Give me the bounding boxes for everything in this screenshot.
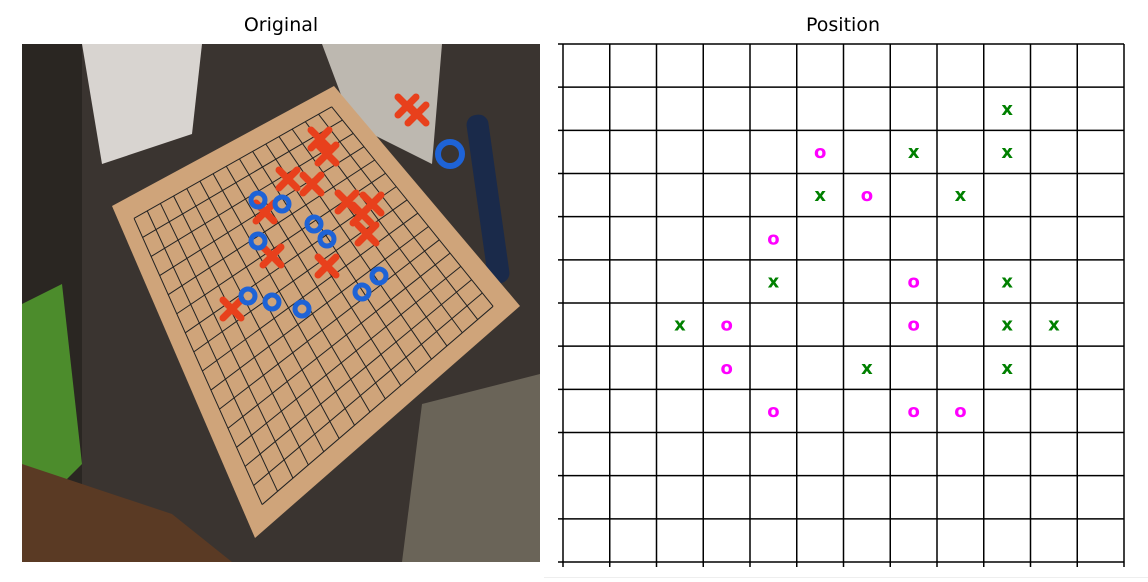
blue-ring bbox=[435, 139, 465, 169]
red-piece bbox=[404, 101, 430, 127]
cloth bbox=[402, 374, 540, 562]
blue-piece bbox=[248, 231, 268, 251]
board-line bbox=[331, 106, 494, 307]
board-line bbox=[173, 195, 309, 466]
board-line bbox=[212, 173, 355, 426]
board-line bbox=[159, 203, 294, 479]
board-line bbox=[225, 166, 371, 413]
x-piece: x bbox=[768, 271, 780, 292]
x-piece: x bbox=[861, 358, 873, 379]
blue-piece bbox=[262, 292, 282, 312]
o-piece: o bbox=[954, 401, 966, 422]
position-title: Position bbox=[806, 14, 880, 36]
red-piece bbox=[314, 141, 340, 167]
original-photo bbox=[22, 44, 540, 562]
board-line bbox=[142, 119, 343, 238]
blue-piece bbox=[317, 229, 337, 249]
board-line bbox=[202, 212, 419, 372]
x-piece: x bbox=[1001, 271, 1013, 292]
red-piece bbox=[219, 296, 245, 322]
papers bbox=[82, 44, 202, 164]
o-piece: o bbox=[861, 185, 873, 206]
blue-piece bbox=[272, 194, 292, 214]
x-piece: x bbox=[1001, 99, 1013, 120]
o-piece: o bbox=[907, 315, 919, 336]
o-piece: o bbox=[767, 401, 779, 422]
wood-floor bbox=[22, 464, 232, 562]
x-piece: x bbox=[955, 185, 967, 206]
blue-piece bbox=[248, 190, 268, 210]
red-piece bbox=[307, 126, 333, 152]
o-piece: o bbox=[814, 142, 826, 163]
original-title: Original bbox=[243, 14, 319, 36]
red-piece bbox=[359, 191, 385, 217]
board-line bbox=[219, 239, 440, 410]
board-line bbox=[133, 218, 263, 505]
red-piece bbox=[314, 253, 340, 279]
board-line bbox=[236, 266, 462, 448]
blue-piece bbox=[352, 282, 372, 302]
red-piece bbox=[299, 171, 325, 197]
board-line bbox=[244, 279, 472, 467]
divider bbox=[544, 577, 1148, 578]
board-line bbox=[186, 188, 325, 452]
board-line bbox=[210, 226, 429, 391]
o-piece: o bbox=[720, 358, 732, 379]
board-line bbox=[253, 292, 483, 486]
x-piece: x bbox=[1001, 142, 1013, 163]
x-piece: x bbox=[1048, 315, 1060, 336]
x-piece: x bbox=[1001, 315, 1013, 336]
board-line bbox=[167, 159, 376, 296]
papers-right bbox=[322, 44, 442, 164]
o-piece: o bbox=[907, 271, 919, 292]
position-board: x o x x x o x o x o x x o o x x o x x o o o bbox=[558, 43, 1125, 567]
x-piece: x bbox=[674, 315, 686, 336]
o-piece: o bbox=[767, 228, 779, 249]
o-piece: o bbox=[720, 315, 732, 336]
red-piece bbox=[275, 166, 301, 192]
game-board bbox=[112, 86, 520, 538]
watch bbox=[466, 114, 510, 284]
blue-piece bbox=[304, 214, 324, 234]
board-line bbox=[133, 106, 332, 219]
o-piece: o bbox=[907, 401, 919, 422]
board-line bbox=[227, 252, 451, 429]
red-piece bbox=[259, 243, 285, 269]
blue-piece bbox=[292, 299, 312, 319]
board-line bbox=[318, 113, 479, 320]
red-piece bbox=[354, 221, 380, 247]
blue-piece bbox=[369, 266, 389, 286]
x-piece: x bbox=[1001, 358, 1013, 379]
x-piece: x bbox=[908, 142, 920, 163]
green-object bbox=[22, 284, 82, 524]
blue-piece bbox=[238, 286, 258, 306]
board-line bbox=[261, 305, 494, 505]
board-line bbox=[146, 210, 279, 492]
x-piece: x bbox=[814, 185, 826, 206]
